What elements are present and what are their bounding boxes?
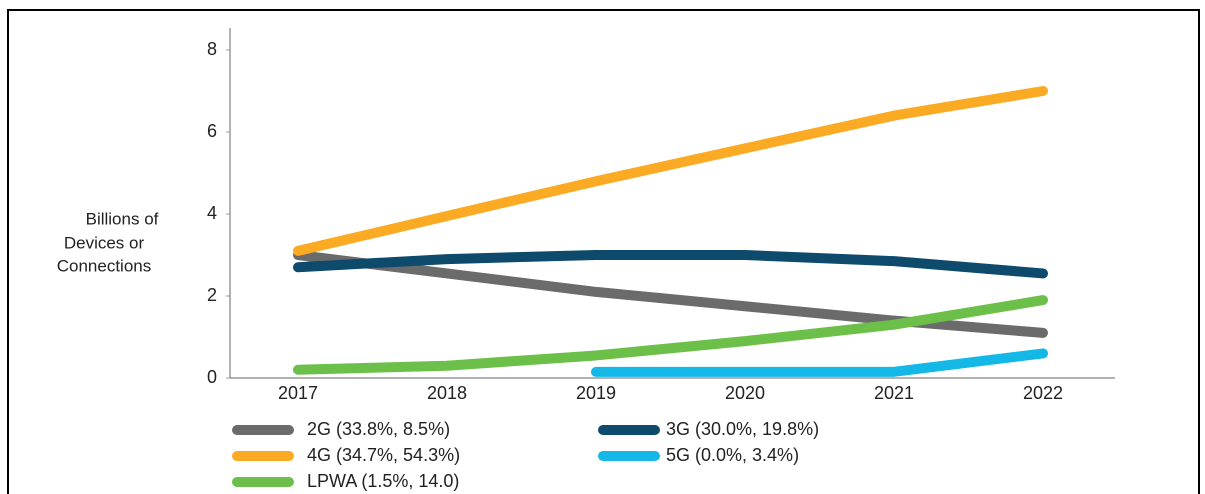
- x-tick-label: 2021: [874, 383, 914, 403]
- y-tick-label: 2: [207, 285, 217, 305]
- legend-label: 2G (33.8%, 8.5%): [307, 419, 450, 439]
- legend-label: LPWA (1.5%, 14.0): [307, 471, 459, 491]
- series-line: [591, 348, 1048, 377]
- y-axis-label: Devices or: [64, 233, 145, 252]
- series-line: [293, 250, 1048, 279]
- x-tick-label: 2017: [278, 383, 318, 403]
- series-line: [293, 86, 1048, 256]
- y-tick-label: 0: [207, 367, 217, 387]
- y-tick-label: 4: [207, 203, 217, 223]
- legend-label: 5G (0.0%, 3.4%): [666, 445, 799, 465]
- y-axis-label: Billions of: [86, 209, 159, 228]
- y-tick-label: 8: [207, 39, 217, 59]
- y-axis-label: Connections: [57, 256, 152, 275]
- frame: [7, 9, 1200, 494]
- x-tick-label: 2020: [725, 383, 765, 403]
- x-tick-label: 2022: [1023, 383, 1063, 403]
- legend-label: 3G (30.0%, 19.8%): [666, 419, 819, 439]
- x-tick-label: 2019: [576, 383, 616, 403]
- legend-label: 4G (34.7%, 54.3%): [307, 445, 460, 465]
- x-tick-label: 2018: [427, 383, 467, 403]
- y-tick-label: 6: [207, 121, 217, 141]
- series-line: [293, 295, 1048, 375]
